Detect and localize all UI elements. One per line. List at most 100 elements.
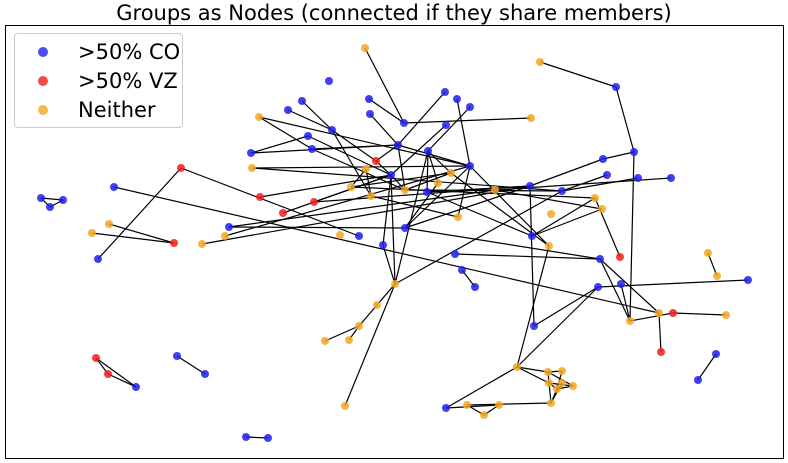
node-108 xyxy=(264,434,272,442)
node-76 xyxy=(617,280,625,288)
legend-label-neither: Neither xyxy=(78,98,156,122)
node-1 xyxy=(361,44,369,52)
legend-marker-co xyxy=(38,47,48,57)
node-84 xyxy=(321,337,329,345)
node-4 xyxy=(612,83,620,91)
node-51 xyxy=(547,210,555,218)
edge-26-25 xyxy=(602,151,635,160)
node-97 xyxy=(558,379,566,387)
edge-103-105 xyxy=(445,404,500,409)
edge-18-16 xyxy=(250,135,309,154)
node-31 xyxy=(387,171,395,179)
node-42 xyxy=(591,194,599,202)
node-17 xyxy=(328,126,336,134)
node-33 xyxy=(447,169,455,177)
node-57 xyxy=(198,240,206,248)
edge-65-24 xyxy=(97,167,182,260)
node-101 xyxy=(547,399,555,407)
node-49 xyxy=(310,198,318,206)
node-18 xyxy=(247,149,255,157)
edge-52-30 xyxy=(457,165,471,218)
edge-75-83 xyxy=(533,286,599,327)
node-5 xyxy=(298,97,306,105)
node-40 xyxy=(526,182,534,190)
edge-91-101 xyxy=(547,371,552,404)
edge-43-62 xyxy=(531,208,603,237)
node-10 xyxy=(441,88,449,96)
node-69 xyxy=(704,249,712,257)
edge-5-17 xyxy=(301,100,333,131)
edge-55-39 xyxy=(228,189,496,228)
edge-90-96 xyxy=(516,366,550,384)
edge-6-17 xyxy=(287,109,333,131)
edge-54-58 xyxy=(91,232,175,244)
node-27 xyxy=(603,171,611,179)
edge-69-71 xyxy=(707,252,718,277)
node-79 xyxy=(655,309,663,317)
edge-31-73 xyxy=(390,174,396,285)
edge-44-79 xyxy=(113,186,660,314)
node-7 xyxy=(365,95,373,103)
node-60 xyxy=(355,232,363,240)
node-74 xyxy=(471,283,479,291)
edge-90-103 xyxy=(445,366,518,409)
node-82 xyxy=(355,322,363,330)
node-12 xyxy=(466,103,474,111)
plot-area-frame xyxy=(5,25,784,459)
node-32 xyxy=(362,165,370,173)
node-36 xyxy=(401,186,409,194)
node-58 xyxy=(170,239,178,247)
node-37 xyxy=(367,192,375,200)
node-28 xyxy=(634,174,642,182)
edge-21-73 xyxy=(394,150,429,285)
edge-73-102 xyxy=(344,283,396,407)
legend-item-co: >50% CO xyxy=(15,38,184,66)
node-55 xyxy=(225,223,233,231)
node-56 xyxy=(221,232,229,240)
edge-40-57 xyxy=(201,185,531,245)
node-35 xyxy=(423,188,431,196)
node-41 xyxy=(558,187,566,195)
edge-20-36 xyxy=(397,144,406,191)
edge-91-98 xyxy=(547,371,574,387)
node-34 xyxy=(434,179,442,187)
edge-31-50 xyxy=(282,174,392,214)
edge-89-95 xyxy=(697,353,717,381)
legend-item-vz: >50% VZ xyxy=(15,67,184,95)
node-14 xyxy=(527,114,535,122)
edge-93-99 xyxy=(107,373,137,388)
node-73 xyxy=(391,280,399,288)
nodes-layer xyxy=(37,44,752,442)
edge-88-94 xyxy=(176,355,206,375)
edge-24-60 xyxy=(180,167,360,237)
node-105 xyxy=(495,401,503,409)
node-85 xyxy=(345,336,353,344)
node-62 xyxy=(528,232,536,240)
edge-8-20 xyxy=(369,113,399,146)
edge-101-104 xyxy=(466,402,552,406)
node-20 xyxy=(394,141,402,149)
node-13 xyxy=(442,121,450,129)
node-29 xyxy=(667,174,675,182)
node-64 xyxy=(545,242,553,250)
node-100 xyxy=(553,385,561,393)
edge-55-61 xyxy=(228,226,406,229)
node-86 xyxy=(657,348,665,356)
node-43 xyxy=(598,205,606,213)
node-30 xyxy=(466,162,474,170)
node-26 xyxy=(599,155,607,163)
edge-35-62 xyxy=(426,191,533,237)
node-54 xyxy=(88,229,96,237)
edge-7-9 xyxy=(368,98,405,124)
node-50 xyxy=(279,209,287,217)
edge-36-33 xyxy=(404,172,452,191)
node-70 xyxy=(458,266,466,274)
node-77 xyxy=(373,301,381,309)
node-6 xyxy=(284,106,292,114)
edge-61-67 xyxy=(404,227,601,260)
node-53 xyxy=(105,220,113,228)
node-63 xyxy=(379,241,387,249)
node-81 xyxy=(626,317,634,325)
node-66 xyxy=(451,250,459,258)
node-90 xyxy=(513,363,521,371)
